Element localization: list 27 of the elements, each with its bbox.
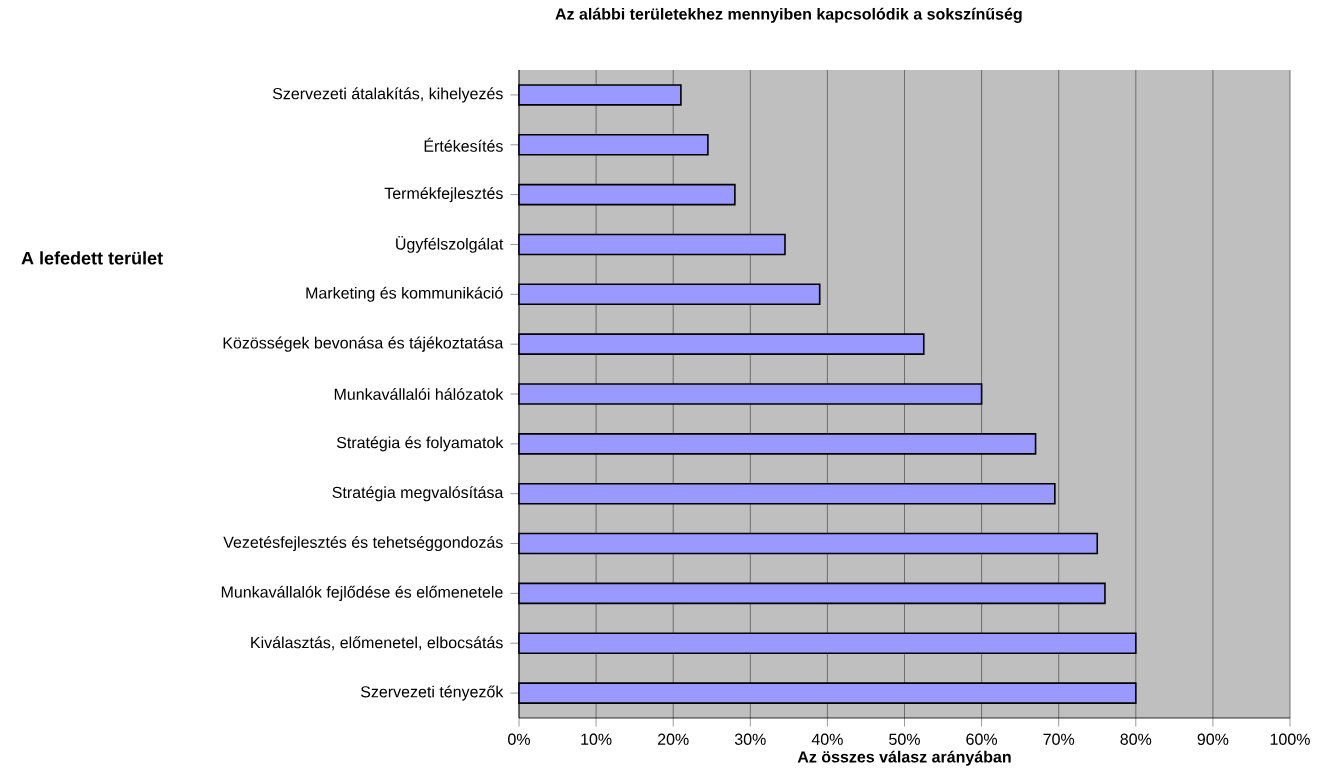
y-tick-label: Értékesítés xyxy=(424,137,503,152)
y-tick-label: Ügyfélszolgálat xyxy=(396,236,504,253)
x-tick-label: 60% xyxy=(966,733,998,745)
x-tick-label: 20% xyxy=(658,733,689,745)
y-tick-label: Termékfejlesztés xyxy=(384,187,503,203)
chart-title: Az alábbi területekhez mennyiben kapcsolódik a sokszínűség xyxy=(555,7,1022,23)
y-tick-label: Marketing és kommunikáció xyxy=(306,286,503,302)
y-tick-label: Közösségek bevonása és tájékoztatása xyxy=(223,336,504,352)
y-tick-label: Munkavállalók fejlődése és előmenetele xyxy=(221,585,503,601)
x-tick-label: 0% xyxy=(508,733,530,745)
x-tick-label: 50% xyxy=(889,733,920,745)
x-tick-label: 30% xyxy=(734,733,766,745)
x-tick-label: 80% xyxy=(1120,733,1152,745)
x-tick-label: 90% xyxy=(1197,733,1229,745)
y-tick-label: Szervezeti átalakítás, kihelyezés xyxy=(272,87,503,103)
x-tick-label: 40% xyxy=(811,733,843,745)
x-axis-title: Az összes válasz arányában xyxy=(797,750,1011,766)
y-tick-label: Vezetésfejlesztés és tehetséggondozás xyxy=(223,535,503,552)
x-tick-label: 10% xyxy=(581,733,612,745)
y-axis-title: A lefedett terület xyxy=(21,251,163,265)
y-tick-label: Kiválasztás, előmenetel, elbocsátás xyxy=(251,636,503,651)
y-tick-label: Munkavállalói hálózatok xyxy=(334,388,504,400)
y-tick-label: Stratégia és folyamatok xyxy=(336,436,504,452)
y-tick-label: Szervezeti tényezők xyxy=(360,685,504,701)
x-tick-label: 70% xyxy=(1043,733,1075,745)
y-tick-label: Stratégia megvalósítása xyxy=(332,486,504,502)
x-tick-label: 100% xyxy=(1270,733,1310,745)
